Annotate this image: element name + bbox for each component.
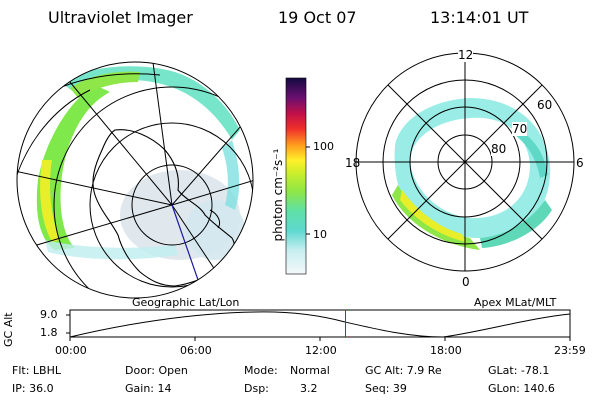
door-info: Door: Open — [125, 364, 188, 377]
geographic-caption: Geographic Lat/Lon — [132, 296, 240, 309]
lat-circle-outer — [53, 86, 253, 298]
colorbar-tick-10: 10 — [313, 228, 327, 241]
altitude-curve — [69, 311, 571, 338]
glat-info: GLat: -78.1 — [488, 364, 550, 377]
lat-circle-inner — [131, 164, 213, 246]
mlt-label-12: 12 — [458, 48, 474, 62]
dsp-label: Dsp: — [244, 382, 269, 395]
lat-circle-mid — [89, 122, 253, 288]
glon-info: GLon: 140.6 — [488, 382, 555, 395]
filter-info: Flt: LBHL — [12, 364, 61, 377]
colorbar-tick-100: 100 — [313, 140, 334, 153]
date-label: 19 Oct 07 — [278, 8, 357, 27]
timeline-xtick-2359: 23:59 — [554, 344, 586, 357]
timeline-xtick-1800: 18:00 — [430, 344, 462, 357]
instrument-title: Ultraviolet Imager — [48, 8, 193, 27]
auroral-oval-right — [394, 98, 551, 239]
dsp-value: 3.2 — [300, 382, 318, 395]
mlt-label-0: 0 — [462, 275, 470, 289]
geographic-panel — [16, 61, 254, 299]
mlat-label-70: 70 — [512, 122, 528, 136]
gc-alt-info: GC Alt: 7.9 Re — [365, 364, 442, 377]
auroral-oval-left — [36, 85, 110, 250]
geographic-boundary — [16, 61, 254, 299]
colorbar — [285, 77, 307, 275]
timeline-xtick-1200: 12:00 — [305, 344, 337, 357]
mode-label: Mode: — [244, 364, 278, 377]
seq-info: Seq: 39 — [365, 382, 407, 395]
magnetic-panel — [355, 52, 575, 272]
timeline-plot — [66, 309, 571, 341]
timeline-ytick-min: 1.8 — [40, 326, 58, 339]
time-label: 13:14:01 UT — [430, 8, 529, 27]
mlt-label-6: 6 — [576, 156, 584, 170]
mlat-label-60: 60 — [537, 98, 553, 112]
gain-info: Gain: 14 — [125, 382, 172, 395]
ip-info: IP: 36.0 — [12, 382, 54, 395]
colorbar-unit-label: photon cm⁻²s⁻¹ — [271, 148, 285, 242]
timeline-frame — [69, 309, 571, 338]
mode-value: Normal — [290, 364, 330, 377]
timeline-ytick-max: 9.0 — [40, 308, 58, 321]
mlat-label-80: 80 — [491, 142, 507, 156]
magnetic-caption: Apex MLat/MLT — [474, 296, 557, 309]
timeline-ylabel: GC Alt — [2, 312, 15, 347]
timeline-xtick-0000: 00:00 — [55, 344, 87, 357]
timeline-xtick-0600: 06:00 — [180, 344, 212, 357]
mlt-label-18: 18 — [345, 156, 361, 170]
